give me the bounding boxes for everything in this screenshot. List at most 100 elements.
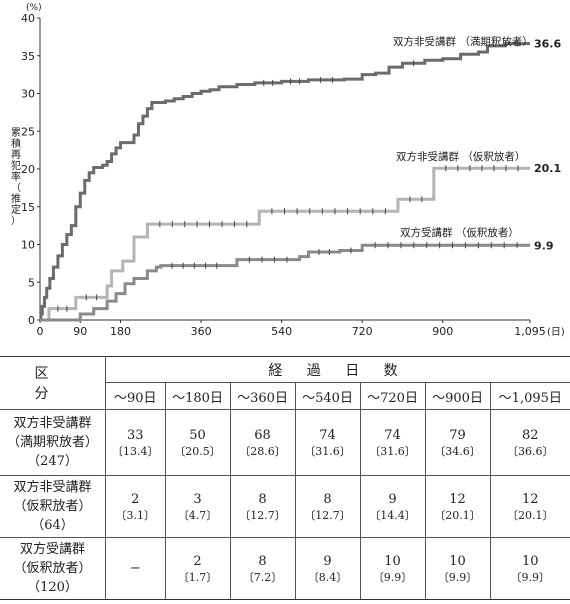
chart-series xyxy=(39,40,530,322)
cell-percent: 〔13.4〕 xyxy=(112,444,159,458)
table-column-header: 〜720日 xyxy=(359,382,426,410)
table-header-category: 区 分 xyxy=(0,356,106,410)
table-column-header: 〜540日 xyxy=(294,382,361,410)
series-name-1: 双方非受講群 （仮釈放者） xyxy=(396,150,525,163)
y-tick-label: 35 xyxy=(21,50,35,63)
row-category-line: 双方受講群 xyxy=(19,542,85,557)
cell-count: 3 xyxy=(193,491,202,507)
cell-percent: 〔1.7〕 xyxy=(177,570,218,584)
x-tick-label: 540 xyxy=(271,325,292,338)
table-cell: 9 〔8.4〕 xyxy=(294,537,361,600)
y-tick-label: 5 xyxy=(28,276,35,289)
table-row: 双方受講群 （仮釈放者） （120） −2 〔1.7〕 8 〔7.2〕 9 〔8.4〕 10 〔9.… xyxy=(0,537,570,600)
cell-percent: 〔20.1〕 xyxy=(434,508,481,522)
table-cell: 12 〔20.1〕 xyxy=(489,475,570,538)
y-tick-label: 10 xyxy=(21,239,35,252)
cell-percent: 〔31.6〕 xyxy=(369,444,416,458)
table-cell: 50 〔20.5〕 xyxy=(164,409,231,476)
y-axis-label-char: （ xyxy=(11,183,21,194)
y-axis-label-char: 率 xyxy=(11,172,21,183)
row-category-line: （満期釈放者） xyxy=(6,435,98,450)
row-category-line: （120） xyxy=(27,580,78,595)
y-tick-label: 15 xyxy=(21,201,35,214)
cell-percent: 〔9.9〕 xyxy=(437,570,478,584)
y-tick-label: 0 xyxy=(28,314,35,327)
cell-count: 50 xyxy=(189,427,206,443)
cell-count: 68 xyxy=(254,427,271,443)
y-tick-label: 40 xyxy=(21,12,35,25)
cell-percent: 〔20.1〕 xyxy=(507,508,554,522)
x-tick-label: 900 xyxy=(432,325,453,338)
series-line-0 xyxy=(39,42,530,322)
x-tick-label: 0 xyxy=(37,325,44,338)
cell-count: 2 xyxy=(131,491,140,507)
series-line-2 xyxy=(40,243,530,322)
cell-count: 74 xyxy=(384,427,401,443)
y-unit-label: (%) xyxy=(26,3,42,13)
chart-labels: 36.6 20.1 9.9 双方非受講群 （満期釈放者） 双方非受講群 （仮釈放者） 双方… xyxy=(393,35,561,252)
cell-count: 82 xyxy=(522,427,539,443)
table-cell: 8 〔7.2〕 xyxy=(229,537,296,600)
x-tick-label: 180 xyxy=(110,325,131,338)
cell-count: − xyxy=(129,561,141,576)
table-cell: 74 〔31.6〕 xyxy=(294,409,361,476)
table-column-header: 〜90日 xyxy=(105,382,166,410)
cell-count: 8 xyxy=(323,491,332,507)
cell-count: 74 xyxy=(319,427,336,443)
cell-percent: 〔36.6〕 xyxy=(507,444,554,458)
y-axis-label-char: 積 xyxy=(11,139,21,150)
y-axis-label-char: 推 xyxy=(11,194,21,205)
y-axis-label-char: ） xyxy=(11,216,21,227)
y-tick-label: 25 xyxy=(21,125,35,138)
table-column-header: 〜360日 xyxy=(229,382,296,410)
y-axis-label-char: 犯 xyxy=(11,161,21,172)
cell-count: 10 xyxy=(522,553,539,569)
row-category-line: 双方非受講群 xyxy=(13,416,92,431)
recidivism-chart: 0 5 10 15 20 25 30 35 40(%) 0 90 180 360 540 720 900 1,0… xyxy=(21,3,565,338)
x-tick-label: 360 xyxy=(191,325,212,338)
table-cell: 10 〔9.9〕 xyxy=(359,537,426,600)
row-category: 双方非受講群 （仮釈放者） （64） xyxy=(0,475,106,538)
x-tick-label: 1,095 xyxy=(514,325,546,338)
cell-percent: 〔28.6〕 xyxy=(239,444,286,458)
cell-count: 12 xyxy=(449,491,466,507)
x-tick-label: 720 xyxy=(352,325,373,338)
series-name-0: 双方非受講群 （満期釈放者） xyxy=(393,35,533,48)
y-tick-label: 30 xyxy=(21,88,35,101)
cell-percent: 〔34.6〕 xyxy=(434,444,481,458)
row-category-line: （64） xyxy=(31,518,74,533)
table-row: 双方非受講群 （仮釈放者） （64） 2 〔3.1〕 3 〔4.7〕 8 〔12.7〕 8 〔12.… xyxy=(0,475,570,538)
cell-count: 12 xyxy=(522,491,539,507)
row-category-line: （仮釈放者） xyxy=(13,499,92,514)
table-header-span: 経 過 日 数 xyxy=(105,356,570,383)
table-column-header: 〜1,095日 xyxy=(489,382,570,410)
cell-count: 79 xyxy=(449,427,466,443)
y-axis-label-char: 定 xyxy=(11,205,21,216)
chart-axes: 0 5 10 15 20 25 30 35 40(%) 0 90 180 360 540 720 900 1,0… xyxy=(21,3,565,338)
cell-percent: 〔31.6〕 xyxy=(304,444,351,458)
table-cell: 68 〔28.6〕 xyxy=(229,409,296,476)
cell-count: 8 xyxy=(258,491,267,507)
table-cell: 10 〔9.9〕 xyxy=(489,537,570,600)
row-category-line: （247） xyxy=(27,454,78,469)
cell-count: 2 xyxy=(193,553,202,569)
series-name-2: 双方受講群 （仮釈放者） xyxy=(400,226,519,239)
cell-percent: 〔4.7〕 xyxy=(177,508,218,522)
series-final-value-0: 36.6 xyxy=(534,38,561,51)
table-cell: 3 〔4.7〕 xyxy=(164,475,231,538)
cell-percent: 〔7.2〕 xyxy=(242,570,283,584)
y-axis-label: 累積再犯率（推定） xyxy=(8,128,24,227)
cell-percent: 〔12.7〕 xyxy=(304,508,351,522)
cell-percent: 〔9.9〕 xyxy=(372,570,413,584)
row-category-line: （仮釈放者） xyxy=(13,561,92,576)
table-cell: 8 〔12.7〕 xyxy=(294,475,361,538)
cell-percent: 〔8.4〕 xyxy=(307,570,348,584)
data-table: 区 分 経 過 日 数 〜90日 〜180日 〜360日 〜540日 〜720日 〜900… xyxy=(0,356,570,600)
cell-count: 33 xyxy=(127,427,144,443)
x-unit-label: (日) xyxy=(547,327,565,338)
row-category: 双方受講群 （仮釈放者） （120） xyxy=(0,537,106,600)
table-cell: 9 〔14.4〕 xyxy=(359,475,426,538)
cell-percent: 〔20.5〕 xyxy=(174,444,221,458)
cell-percent: 〔3.1〕 xyxy=(115,508,156,522)
series-line-1 xyxy=(40,166,530,322)
